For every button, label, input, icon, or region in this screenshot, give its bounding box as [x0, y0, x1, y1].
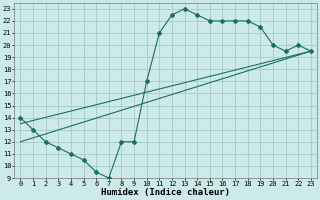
X-axis label: Humidex (Indice chaleur): Humidex (Indice chaleur) — [101, 188, 230, 197]
